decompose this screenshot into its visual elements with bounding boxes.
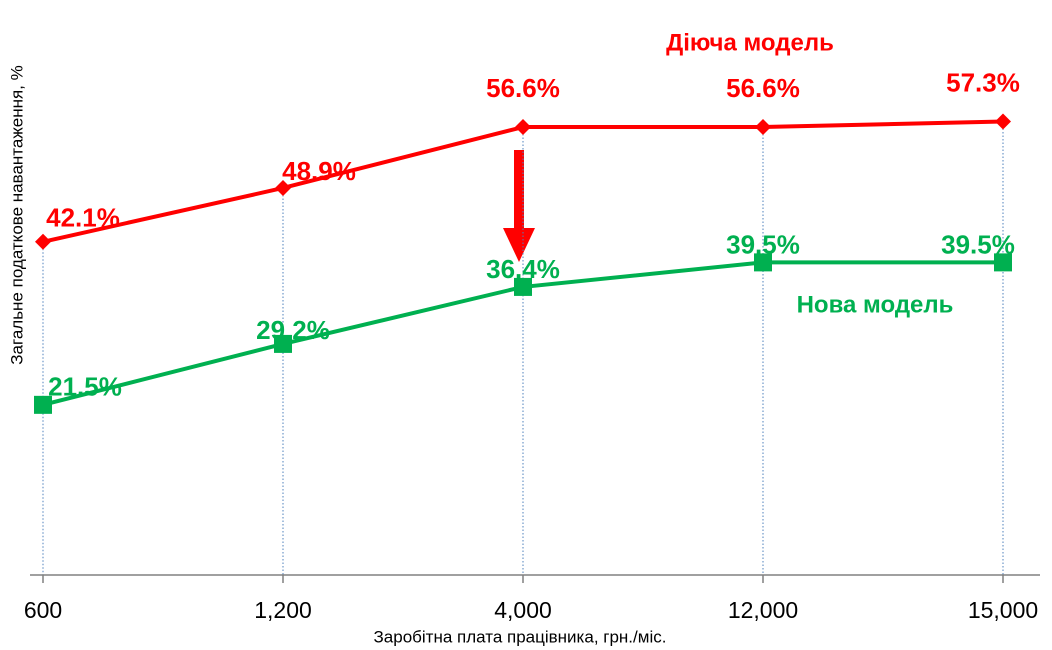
arrow-shaft bbox=[514, 150, 524, 230]
marker bbox=[995, 113, 1011, 130]
arrow bbox=[503, 150, 535, 262]
data-label: 29.2% bbox=[256, 315, 330, 345]
data-label: 56.6% bbox=[486, 73, 560, 103]
data-label: 36.4% bbox=[486, 254, 560, 284]
x-tick-label: 600 bbox=[24, 597, 62, 623]
x-tick-label: 4,000 bbox=[494, 597, 552, 623]
x-tick-label: 15,000 bbox=[968, 597, 1038, 623]
data-label: 21.5% bbox=[48, 372, 122, 402]
data-label: 39.5% bbox=[726, 229, 800, 259]
x-tick-label: 12,000 bbox=[728, 597, 798, 623]
y-axis-title: Загальне податкове навантаження, % bbox=[7, 65, 26, 364]
legend-label: Діюча модель bbox=[666, 29, 834, 56]
marker bbox=[35, 233, 51, 250]
marker bbox=[275, 179, 291, 196]
arrow-head bbox=[503, 228, 535, 262]
marker bbox=[994, 253, 1012, 272]
marker bbox=[514, 277, 532, 296]
x-tick-label: 1,200 bbox=[254, 597, 312, 623]
legend-label: Нова модель bbox=[797, 291, 954, 318]
data-label: 57.3% bbox=[946, 67, 1020, 97]
marker bbox=[755, 119, 771, 136]
data-label: 56.6% bbox=[726, 73, 800, 103]
marker bbox=[754, 253, 772, 272]
marker bbox=[274, 334, 292, 353]
marker bbox=[34, 395, 52, 414]
data-label: 42.1% bbox=[46, 203, 120, 233]
data-label: 48.9% bbox=[282, 156, 356, 186]
x-axis-title: Заробітна плата працівника, грн./міс. bbox=[374, 627, 667, 646]
data-label: 39.5% bbox=[941, 229, 1015, 259]
marker bbox=[515, 119, 531, 136]
